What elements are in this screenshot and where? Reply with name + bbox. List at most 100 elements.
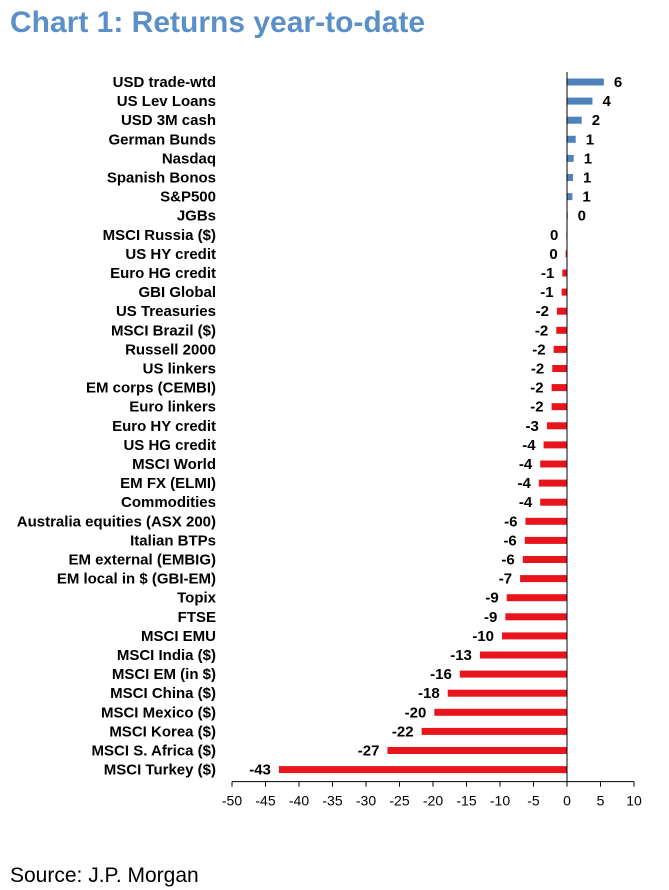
value-label: -2 <box>531 361 544 378</box>
value-label: -2 <box>532 341 545 358</box>
value-label: -4 <box>519 494 533 511</box>
category-label: S&P500 <box>160 189 216 206</box>
value-label: -1 <box>540 284 553 301</box>
category-label: MSCI China ($) <box>110 685 216 702</box>
category-label: MSCI EMU <box>141 628 216 645</box>
category-label: MSCI Mexico ($) <box>101 704 216 721</box>
category-label: MSCI World <box>132 456 216 473</box>
category-label: MSCI S. Africa ($) <box>92 743 216 760</box>
category-label: German Bunds <box>108 131 216 148</box>
x-tick-label: -25 <box>389 793 409 809</box>
x-tick-label: -35 <box>322 793 342 809</box>
category-label: EM external (EMBIG) <box>68 552 216 569</box>
value-label: -43 <box>249 762 271 779</box>
bar <box>567 174 574 181</box>
category-labels-group: USD trade-wtd US Lev Loans USD 3M cash Germ… <box>17 74 217 779</box>
value-label: 0 <box>578 208 586 225</box>
category-label: US linkers <box>143 361 216 378</box>
x-tick-label: -5 <box>527 793 540 809</box>
bar <box>459 670 567 678</box>
category-label: US Lev Loans <box>117 93 216 110</box>
category-label: USD 3M cash <box>121 112 216 129</box>
bar <box>562 269 567 277</box>
bar <box>546 422 567 430</box>
value-label: 1 <box>586 131 594 148</box>
value-label: -27 <box>358 743 380 760</box>
bar-chart: USD trade-wtd US Lev Loans USD 3M cash Germ… <box>17 72 642 809</box>
value-label: -6 <box>501 552 514 569</box>
category-label: Commodities <box>121 494 216 511</box>
category-label: Euro HG credit <box>110 265 216 282</box>
value-label: -9 <box>485 590 498 607</box>
value-label: -6 <box>504 513 517 530</box>
value-label: 6 <box>614 74 622 91</box>
category-label: Euro HY credit <box>112 418 216 435</box>
category-label: MSCI EM (in $) <box>112 666 216 683</box>
value-label: 1 <box>584 150 592 167</box>
source-note: Source: J.P. Morgan <box>10 864 199 887</box>
category-label: MSCI Turkey ($) <box>104 762 216 779</box>
value-label: -20 <box>405 704 427 721</box>
x-tick-label: 0 <box>563 793 571 809</box>
x-tick-label: -40 <box>289 793 309 809</box>
bar <box>278 766 567 774</box>
value-label: 2 <box>592 112 600 129</box>
value-label: -22 <box>392 723 414 740</box>
bar <box>540 460 567 468</box>
category-label: MSCI Brazil ($) <box>111 322 216 339</box>
value-label: -13 <box>450 647 472 664</box>
value-label: -2 <box>530 380 543 397</box>
bar <box>567 116 582 124</box>
category-label: Topix <box>177 590 217 607</box>
category-label: MSCI Korea ($) <box>109 723 216 740</box>
value-label: -6 <box>503 532 516 549</box>
value-label: 0 <box>549 246 557 263</box>
x-tick-label: -15 <box>456 793 476 809</box>
bars-group <box>278 78 604 774</box>
x-tick-label: -30 <box>356 793 376 809</box>
category-label: FTSE <box>178 609 216 626</box>
x-axis-ticks-group: -50 -45 -40 -35 -30 -25 -20 -15 -10 -5 0 5 10 <box>222 781 642 809</box>
category-label: EM FX (ELMI) <box>120 475 216 492</box>
bar <box>556 307 567 315</box>
value-labels-group: 6421111000-1-1-2-2-2-2-2-2-3-4-4-4-4-6-6… <box>249 74 622 779</box>
bar <box>538 479 567 487</box>
bar <box>505 613 567 621</box>
value-label: -10 <box>472 628 494 645</box>
category-label: Italian BTPs <box>130 532 216 549</box>
bar <box>567 135 576 143</box>
bar <box>565 250 567 258</box>
value-label: -2 <box>530 399 543 416</box>
bar <box>502 632 567 640</box>
bar <box>479 651 567 659</box>
bar <box>552 365 567 372</box>
value-label: 0 <box>550 227 558 244</box>
value-label: -9 <box>484 609 497 626</box>
bar <box>434 708 567 716</box>
bar <box>447 689 567 697</box>
bar <box>567 97 593 105</box>
category-label: EM corps (CEMBI) <box>86 380 216 397</box>
bar <box>551 403 567 411</box>
category-label: MSCI Russia ($) <box>103 227 216 244</box>
bar <box>567 154 574 162</box>
category-label: US HG credit <box>123 437 216 454</box>
bar <box>553 345 567 353</box>
category-label: USD trade-wtd <box>113 74 216 91</box>
bar <box>561 288 567 296</box>
bar <box>421 727 567 735</box>
category-label: MSCI India ($) <box>117 647 216 664</box>
x-tick-label: -20 <box>423 793 443 809</box>
value-label: -2 <box>535 322 548 339</box>
bar <box>567 78 604 86</box>
chart-title: Chart 1: Returns year-to-date <box>10 6 426 39</box>
value-label: 1 <box>583 170 591 187</box>
category-label: JGBs <box>177 208 216 225</box>
category-label: US Treasuries <box>116 303 216 320</box>
value-label: -18 <box>418 685 440 702</box>
bar <box>551 384 567 392</box>
value-label: 4 <box>602 93 611 110</box>
bar <box>540 498 567 506</box>
x-tick-label: 10 <box>626 793 642 809</box>
x-tick-label: -10 <box>490 793 510 809</box>
